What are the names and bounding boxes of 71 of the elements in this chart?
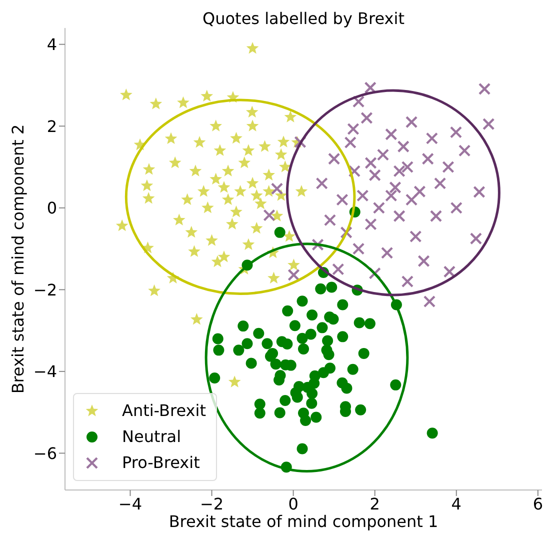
point bbox=[356, 190, 369, 202]
point bbox=[376, 148, 390, 161]
point bbox=[270, 182, 284, 195]
point bbox=[364, 82, 376, 94]
y-tick-label: −6 bbox=[33, 444, 57, 463]
point bbox=[263, 209, 276, 222]
y-tick-label: 2 bbox=[46, 116, 57, 136]
point bbox=[332, 263, 344, 276]
point bbox=[364, 156, 377, 170]
x-tick-label: −4 bbox=[118, 494, 142, 514]
x-tick-label: 0 bbox=[288, 494, 298, 514]
point bbox=[422, 152, 434, 165]
x-tick-label: 4 bbox=[451, 494, 462, 514]
legend-label: Neutral bbox=[122, 426, 182, 448]
x-tick-label: −2 bbox=[200, 494, 224, 514]
point bbox=[401, 275, 414, 288]
point bbox=[470, 232, 482, 245]
point bbox=[324, 214, 336, 226]
point bbox=[401, 160, 414, 174]
point bbox=[368, 169, 381, 182]
point bbox=[405, 194, 418, 206]
x-tick-label: 6 bbox=[532, 494, 544, 514]
point bbox=[364, 218, 377, 230]
point bbox=[443, 266, 456, 278]
point bbox=[414, 185, 426, 198]
point bbox=[294, 136, 306, 148]
point bbox=[458, 144, 471, 157]
point bbox=[482, 118, 495, 130]
x-tick-label: 2 bbox=[370, 494, 380, 514]
x-axis-title: Brexit state of mind component 1 bbox=[168, 512, 440, 532]
point bbox=[397, 140, 410, 153]
point bbox=[360, 112, 373, 124]
point bbox=[410, 230, 422, 243]
point bbox=[450, 126, 462, 138]
legend-label: Pro-Brexit bbox=[122, 452, 200, 474]
point bbox=[336, 194, 348, 206]
point bbox=[426, 132, 438, 144]
point bbox=[442, 160, 454, 174]
point bbox=[389, 181, 402, 194]
point bbox=[344, 136, 356, 149]
point bbox=[312, 238, 324, 251]
point bbox=[372, 202, 386, 214]
point bbox=[478, 82, 491, 96]
point bbox=[423, 295, 436, 308]
point bbox=[430, 210, 442, 222]
point bbox=[385, 128, 398, 140]
point bbox=[328, 152, 340, 165]
point bbox=[450, 202, 462, 214]
point bbox=[348, 164, 361, 178]
point bbox=[380, 246, 394, 259]
point bbox=[405, 116, 418, 128]
point bbox=[352, 242, 365, 255]
point bbox=[368, 267, 381, 280]
point bbox=[385, 190, 398, 202]
point bbox=[340, 226, 352, 239]
chart-title: Quotes labelled by Brexit bbox=[202, 9, 404, 28]
point bbox=[393, 164, 406, 178]
point bbox=[288, 268, 300, 282]
y-tick-label: 4 bbox=[46, 35, 57, 54]
legend-label: Anti-Brexit bbox=[122, 400, 206, 422]
point bbox=[393, 210, 406, 222]
point bbox=[473, 186, 486, 198]
y-tick-label: −4 bbox=[33, 362, 57, 382]
point bbox=[316, 177, 328, 190]
y-tick-label: 0 bbox=[46, 198, 57, 218]
y-tick-label: −2 bbox=[33, 280, 57, 300]
point bbox=[434, 177, 446, 190]
y-axis-title: Brexit state of mind component 2 bbox=[8, 124, 28, 394]
point bbox=[418, 254, 430, 268]
point bbox=[352, 95, 365, 108]
point bbox=[347, 122, 360, 136]
